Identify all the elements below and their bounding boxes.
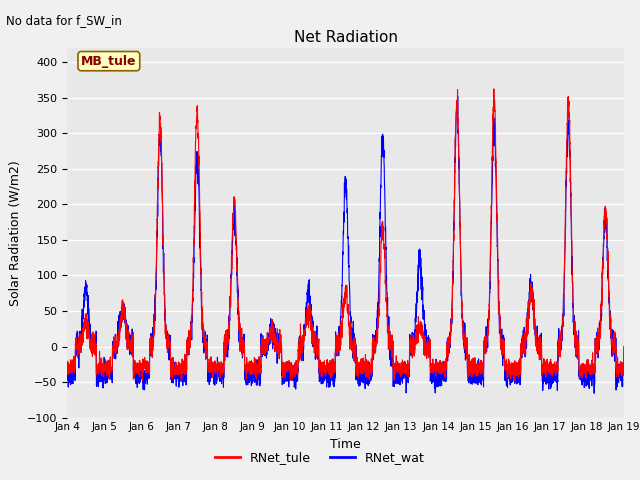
RNet_wat	[219, 376, 227, 382]
RNet_tule	[219, 363, 227, 369]
RNet_tule	[400, 360, 408, 365]
RNet_wat	[620, 372, 628, 378]
Line: RNet_wat: RNet_wat	[67, 96, 624, 393]
RNet_wat	[400, 375, 408, 381]
RNet_wat	[590, 390, 598, 396]
RNet_tule	[410, 351, 417, 357]
RNet_wat	[454, 93, 461, 99]
Text: MB_tule: MB_tule	[81, 55, 136, 68]
X-axis label: Time: Time	[330, 438, 361, 451]
Legend: RNet_tule, RNet_wat: RNet_tule, RNet_wat	[210, 446, 430, 469]
RNet_tule	[63, 359, 71, 364]
RNet_wat	[63, 376, 71, 382]
RNet_tule	[568, 218, 575, 224]
RNet_wat	[182, 382, 190, 387]
RNet_tule	[620, 354, 628, 360]
Title: Net Radiation: Net Radiation	[294, 30, 397, 46]
RNet_wat	[568, 214, 575, 220]
RNet_tule	[183, 367, 191, 372]
RNet_tule	[177, 377, 185, 383]
RNet_tule	[620, 344, 628, 349]
Text: No data for f_SW_in: No data for f_SW_in	[6, 14, 122, 27]
RNet_wat	[410, 331, 417, 337]
RNet_wat	[620, 344, 628, 349]
Line: RNet_tule: RNet_tule	[67, 89, 624, 380]
RNet_tule	[490, 86, 498, 92]
Y-axis label: Solar Radiation (W/m2): Solar Radiation (W/m2)	[8, 160, 22, 306]
